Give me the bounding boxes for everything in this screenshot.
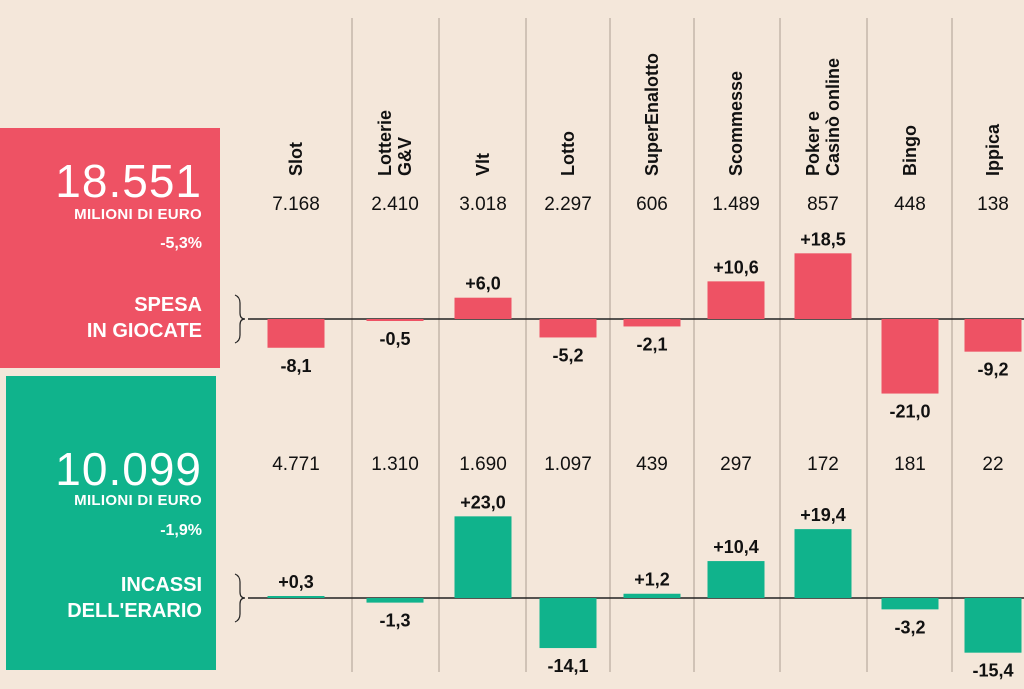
spesa-amount: 606 — [636, 194, 668, 215]
spesa-label-line2: IN GIOCATE — [86, 320, 202, 342]
spesa-amount: 448 — [894, 194, 926, 215]
incassi-amount: 22 — [982, 454, 1003, 475]
incassi-data-label: -15,4 — [972, 661, 1013, 681]
spesa-amount: 3.018 — [459, 194, 507, 215]
category-label: Lotto — [558, 131, 578, 176]
spesa-amount: 2.410 — [371, 194, 419, 215]
incassi-unit: MILIONI DI EURO — [74, 492, 202, 509]
incassi-total: 10.099 — [55, 443, 202, 495]
spesa-data-label: +6,0 — [465, 274, 501, 294]
incassi-change: -1,9% — [160, 522, 202, 539]
incassi-data-label: +10,4 — [713, 537, 759, 557]
category-label: Vlt — [473, 153, 493, 176]
incassi-amount: 4.771 — [272, 454, 320, 475]
spesa-data-label: -2,1 — [636, 334, 667, 354]
category-label: Scommesse — [726, 71, 746, 176]
spesa-bar — [366, 319, 424, 321]
incassi-amount: 1.690 — [459, 454, 507, 475]
spesa-bar — [454, 297, 512, 319]
incassi-bar — [794, 529, 852, 598]
spesa-data-label: -0,5 — [379, 329, 410, 349]
incassi-data-label: -1,3 — [379, 611, 410, 631]
incassi-data-label: +19,4 — [800, 505, 846, 525]
incassi-data-label: -14,1 — [547, 656, 588, 676]
spesa-bar — [794, 253, 852, 319]
incassi-data-label: -3,2 — [894, 617, 925, 637]
category-label: Slot — [286, 142, 306, 176]
incassi-bar — [366, 598, 424, 603]
incassi-bar — [454, 516, 512, 598]
spesa-bar — [267, 319, 325, 348]
incassi-axis-brace — [234, 573, 246, 623]
spesa-axis-brace — [234, 294, 246, 344]
incassi-amount: 181 — [894, 454, 926, 475]
incassi-amount: 172 — [807, 454, 839, 475]
incassi-bar — [267, 596, 325, 598]
spesa-label: SPESA IN GIOCATE — [87, 292, 202, 344]
incassi-data-label: +23,0 — [460, 492, 506, 512]
incassi-bar — [881, 598, 939, 610]
category-label: Casinò online — [823, 58, 843, 176]
incassi-label-line2: DELL'ERARIO — [67, 600, 202, 622]
incassi-amount: 297 — [720, 454, 752, 475]
spesa-panel: 18.551 MILIONI DI EURO -5,3% SPESA IN GI… — [0, 128, 220, 368]
incassi-amount: 1.097 — [544, 454, 592, 475]
spesa-label-line1: SPESA — [134, 294, 202, 316]
spesa-amount: 2.297 — [544, 194, 592, 215]
spesa-bar — [881, 319, 939, 394]
incassi-bar — [964, 598, 1022, 653]
spesa-bar — [707, 281, 765, 319]
incassi-data-label: +0,3 — [278, 572, 314, 592]
spesa-unit: MILIONI DI EURO — [74, 206, 202, 223]
spesa-total: 18.551 — [55, 155, 202, 207]
spesa-bar — [623, 319, 681, 327]
spesa-data-label: -21,0 — [889, 402, 930, 422]
spesa-amount: 7.168 — [272, 194, 320, 215]
category-label: Ippica — [983, 123, 1003, 176]
category-label: Lotterie — [375, 110, 395, 176]
spesa-amount: 1.489 — [712, 194, 760, 215]
spesa-data-label: -9,2 — [977, 360, 1008, 380]
category-label: SuperEnalotto — [642, 53, 662, 176]
category-label: Bingo — [900, 125, 920, 176]
spesa-data-label: +10,6 — [713, 257, 759, 277]
category-label: Poker e — [803, 111, 823, 176]
spesa-data-label: -5,2 — [552, 345, 583, 365]
incassi-bar — [539, 598, 597, 649]
incassi-panel: 10.099 MILIONI DI EURO -1,9% INCASSI DEL… — [6, 376, 216, 670]
incassi-data-label: +1,2 — [634, 570, 670, 590]
incassi-label: INCASSI DELL'ERARIO — [67, 572, 202, 624]
spesa-bar — [539, 319, 597, 338]
spesa-amount: 857 — [807, 194, 839, 215]
incassi-bar — [623, 593, 681, 598]
category-label: G&V — [395, 137, 415, 176]
spesa-bar — [964, 319, 1022, 352]
incassi-amount: 439 — [636, 454, 668, 475]
spesa-amount: 138 — [977, 194, 1009, 215]
incassi-amount: 1.310 — [371, 454, 419, 475]
spesa-data-label: -8,1 — [280, 356, 311, 376]
incassi-label-line1: INCASSI — [120, 574, 202, 596]
spesa-change: -5,3% — [160, 235, 202, 252]
spesa-data-label: +18,5 — [800, 229, 846, 249]
incassi-bar — [707, 561, 765, 598]
